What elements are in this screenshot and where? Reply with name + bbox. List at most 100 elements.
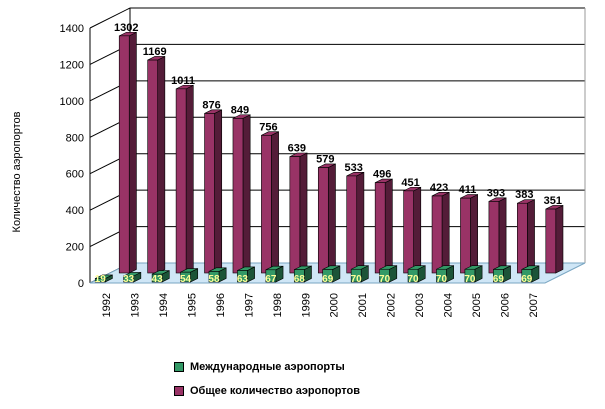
bar-total — [374, 182, 386, 274]
data-label-international: 70 — [379, 274, 391, 285]
bar-international — [265, 269, 277, 283]
data-label-international: 69 — [521, 274, 533, 285]
data-label-international: 67 — [265, 274, 277, 285]
x-tick-label: 1993 — [130, 293, 142, 317]
data-label-international: 70 — [407, 274, 419, 285]
data-label-total: 1169 — [143, 46, 167, 58]
x-tick-label: 2003 — [414, 293, 426, 317]
bar-total-side — [128, 31, 137, 274]
data-label-international: 70 — [436, 274, 448, 285]
data-label-total: 423 — [430, 182, 448, 194]
bar-international — [293, 269, 305, 283]
x-tick-label: 1997 — [243, 293, 255, 317]
y-tick-label: 200 — [66, 242, 84, 254]
data-label-total: 876 — [202, 99, 220, 111]
bar-total — [261, 135, 272, 274]
legend-label-international: Международные аэропорты — [190, 361, 345, 373]
data-label-international: 19 — [95, 274, 107, 285]
data-label-international: 33 — [123, 274, 135, 285]
y-tick-label: 800 — [66, 132, 84, 144]
bar-total — [147, 59, 158, 274]
bar-total-side — [157, 55, 166, 274]
bar-total-side — [271, 131, 279, 274]
data-label-total: 351 — [544, 195, 562, 207]
bar-international — [123, 275, 134, 283]
legend: Международные аэропорты Общее количество… — [174, 358, 360, 406]
x-tick-label: 1992 — [101, 293, 113, 317]
x-tick-label: 1995 — [187, 293, 199, 317]
bar-international — [407, 268, 419, 283]
data-label-total: 411 — [459, 184, 477, 196]
data-label-international: 70 — [351, 274, 363, 285]
data-label-total: 451 — [401, 177, 419, 189]
bar-total-side — [555, 204, 564, 274]
y-axis-label: Количество аэропортов — [11, 111, 23, 232]
bar-international — [350, 268, 362, 283]
bar-total-side — [356, 171, 365, 274]
bar-total — [488, 201, 500, 274]
data-label-total: 393 — [487, 187, 505, 199]
bar-total — [175, 88, 187, 274]
bar-international — [208, 271, 220, 283]
legend-swatch-total — [174, 386, 184, 396]
data-label-total: 496 — [373, 169, 391, 181]
bar-total — [517, 202, 528, 274]
legend-item-international: Международные аэропорты — [174, 358, 360, 376]
legend-label-total: Общее количество аэропортов — [190, 385, 361, 397]
bar-total-side — [527, 199, 535, 274]
bar-international — [464, 268, 476, 283]
data-label-international: 43 — [152, 274, 164, 285]
bar-total-side — [498, 197, 507, 274]
bar-total — [431, 195, 443, 274]
bar-total — [460, 197, 471, 274]
bar-international — [180, 271, 191, 283]
x-tick-label: 2005 — [471, 293, 483, 317]
y-tick-label: 0 — [78, 278, 84, 290]
data-label-total: 579 — [316, 154, 334, 166]
bar-international — [379, 268, 390, 283]
bar-layer — [94, 31, 564, 283]
gridline-side — [89, 7, 131, 29]
data-label-total: 756 — [259, 121, 277, 133]
bar-total-side — [384, 178, 393, 274]
bar-international — [493, 269, 504, 283]
bar-total-side — [413, 186, 422, 274]
x-tick-label: 1996 — [215, 293, 227, 317]
y-tick-label: 600 — [66, 169, 84, 181]
x-tick-label: 1999 — [300, 293, 312, 317]
bar-total-side — [470, 194, 478, 274]
bar-total-side — [327, 163, 336, 274]
bar-total-side — [185, 84, 194, 274]
bar-total-side — [441, 191, 450, 274]
x-tick-label: 2004 — [442, 293, 454, 317]
bar-total — [204, 113, 215, 274]
axis-layer: 0 200 400 600 800 1000 1200 1400 1992 1993 1994 199… — [60, 23, 540, 317]
data-label-total: 533 — [345, 162, 363, 174]
label-layer: 1302 19 1169 33 1011 43 876 54 849 58 756 63 639 67 57… — [95, 22, 562, 285]
data-label-total: 1011 — [171, 75, 195, 87]
y-tick-label: 400 — [66, 205, 84, 217]
y-tick-label: 1200 — [60, 59, 84, 71]
data-label-total: 849 — [231, 104, 249, 116]
bar-total — [118, 35, 130, 274]
bar-total — [545, 208, 557, 274]
bar-international — [151, 273, 163, 283]
data-label-total: 1302 — [114, 22, 138, 34]
data-label-international: 63 — [237, 274, 249, 285]
bar-total-side — [214, 109, 223, 274]
bar-total-side — [299, 152, 308, 274]
x-tick-label: 1994 — [158, 293, 170, 317]
x-tick-label: 2007 — [528, 293, 540, 317]
y-tick-label: 1000 — [60, 96, 84, 108]
legend-swatch-international — [174, 362, 184, 372]
bar-total — [289, 156, 301, 274]
data-label-total: 383 — [515, 189, 533, 201]
bar-total — [346, 175, 358, 274]
x-tick-label: 2000 — [329, 293, 341, 317]
bar-international — [322, 269, 334, 283]
data-label-international: 54 — [180, 274, 192, 285]
data-label-international: 69 — [493, 274, 505, 285]
data-label-international: 69 — [322, 274, 334, 285]
